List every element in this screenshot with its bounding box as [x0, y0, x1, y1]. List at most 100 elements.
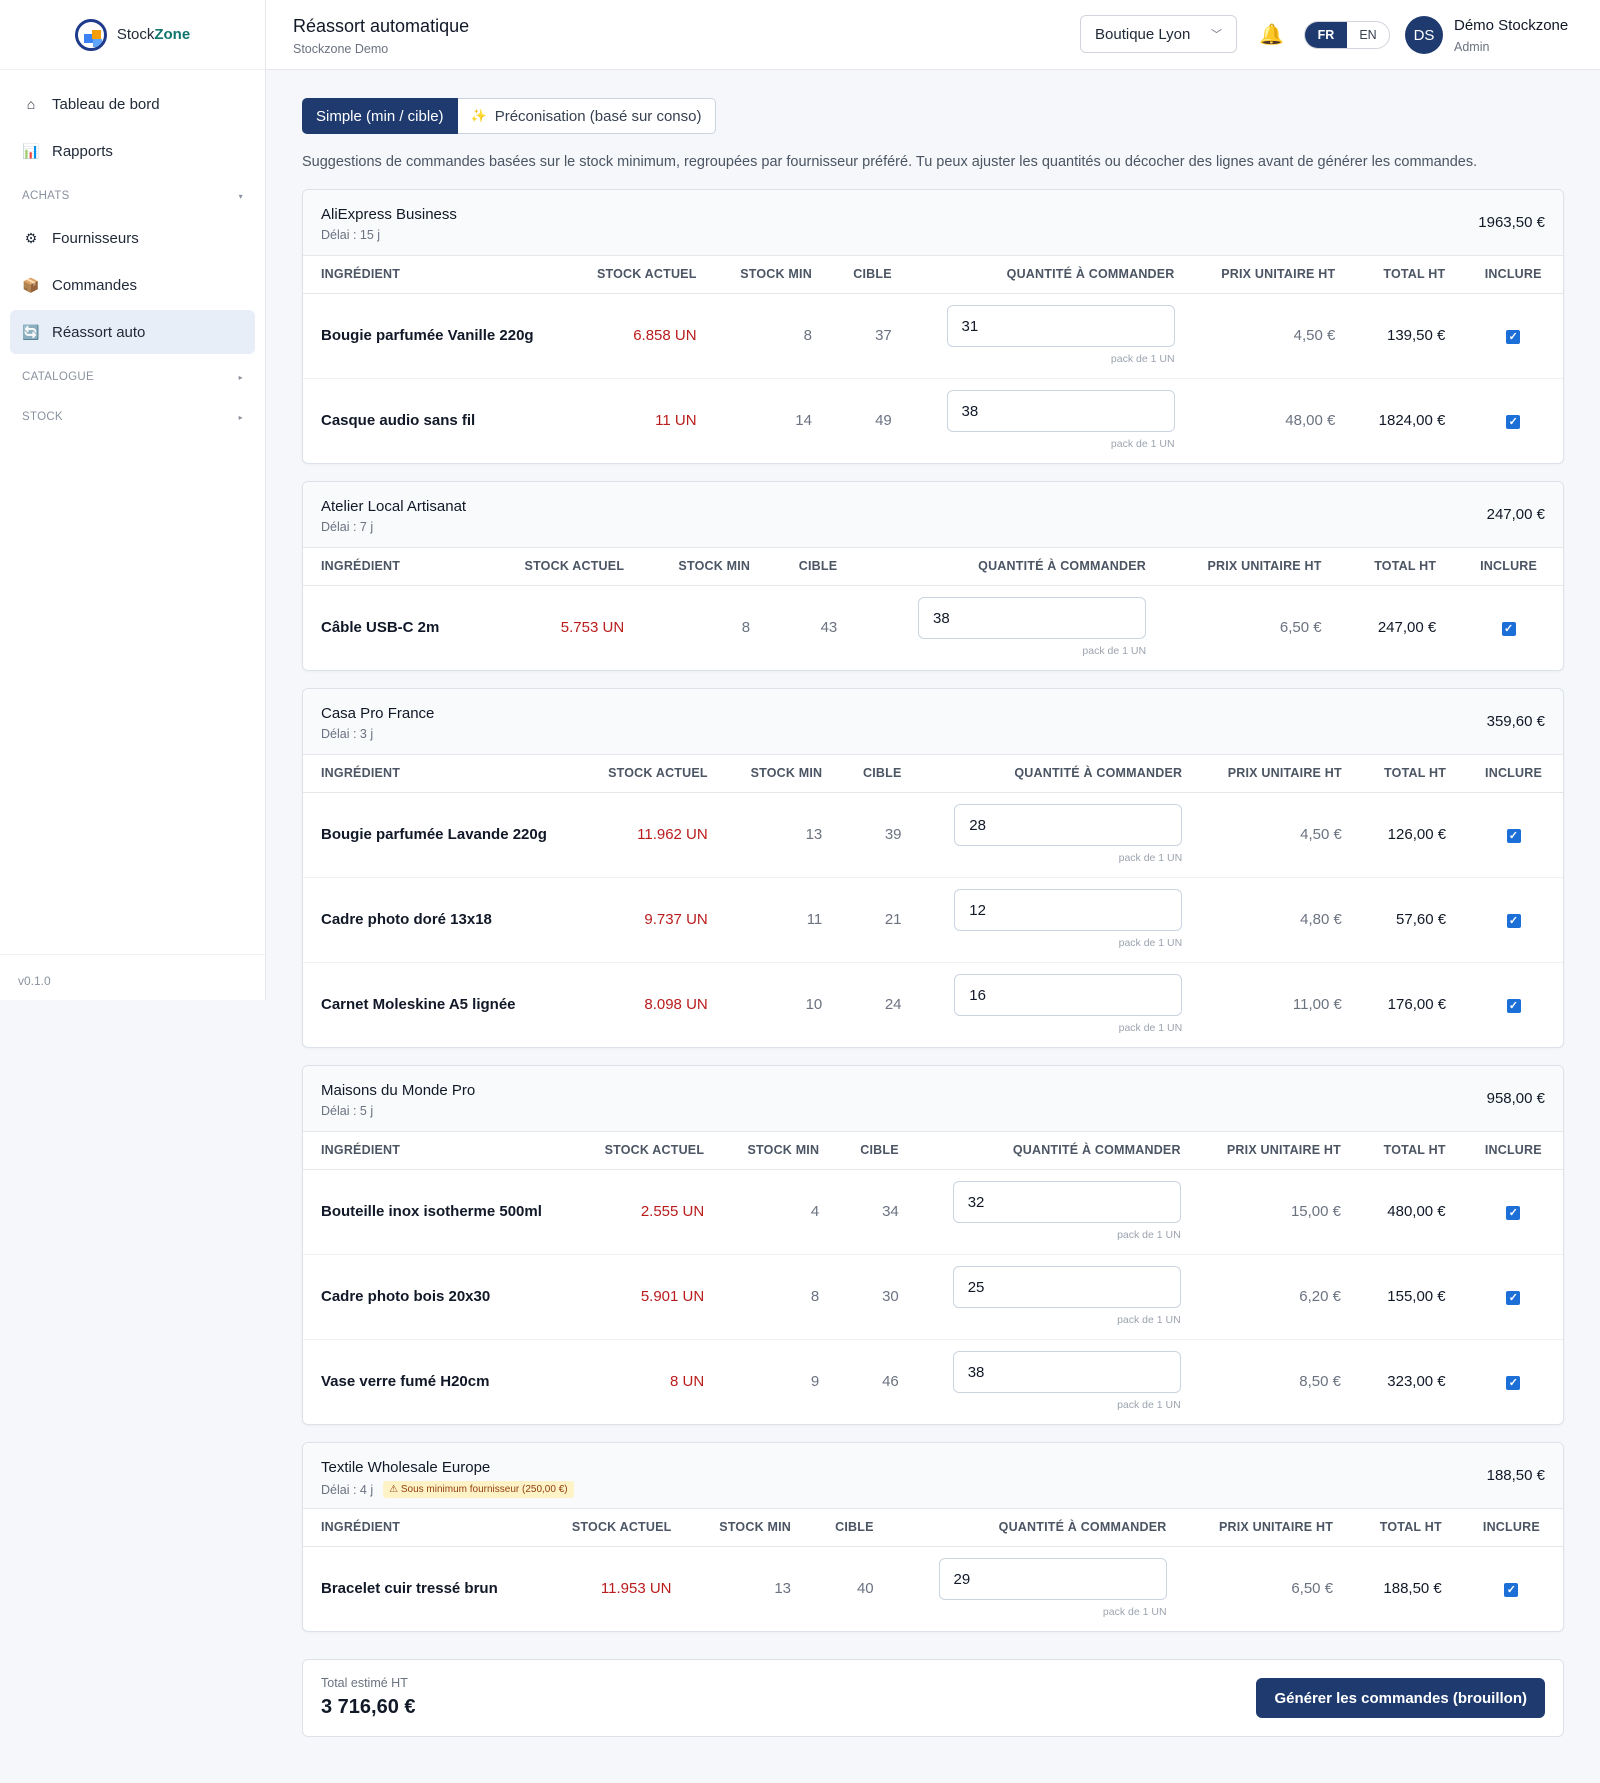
include-checkbox[interactable]: ✓ — [1506, 913, 1521, 928]
sidebar-item-r-assort-auto[interactable]: 🔄 Réassort auto — [10, 310, 255, 354]
include-checkbox[interactable]: ✓ — [1506, 1375, 1521, 1390]
order-lines-table: INGRÉDIENT STOCK ACTUEL STOCK MIN CIBLE QUAN… — [303, 755, 1563, 1047]
refresh-icon: 🔄 — [22, 323, 40, 340]
estimated-total-value: 3 716,60 € — [321, 1696, 416, 1718]
quantity-input[interactable] — [954, 974, 1183, 1017]
current-stock: 8 UN — [670, 1373, 705, 1391]
quantity-input[interactable] — [946, 390, 1175, 433]
sidebar-section-stock[interactable]: STOCK ▸ — [10, 397, 255, 437]
quantity-wrapper: pack de 1 UN — [952, 1351, 1181, 1411]
quantity-input[interactable] — [954, 889, 1183, 931]
logo-text-prefix: Stock — [116, 26, 155, 43]
pack-size-hint: pack de 1 UN — [1117, 1314, 1181, 1326]
quantity-input[interactable] — [954, 804, 1183, 846]
item-name: Casque audio sans fil — [321, 412, 476, 430]
include-cell: ✓ — [1464, 877, 1563, 963]
caret-right-icon: ▸ — [238, 372, 243, 382]
table-row: Casque audio sans fil 11 UN 14 49 pack de 1 … — [303, 378, 1563, 463]
line-total: 247,00 € — [1377, 619, 1437, 637]
quantity-input[interactable] — [952, 1266, 1181, 1308]
current-stock: 11.962 UN — [581, 792, 726, 878]
store-select[interactable]: Boutique Lyon ﹀ — [1080, 15, 1237, 53]
column-header-total: TOTAL HT — [1339, 548, 1455, 586]
table-header-row: INGRÉDIENT STOCK ACTUEL STOCK MIN CIBLE QUAN… — [303, 1132, 1563, 1170]
quantity-wrapper: pack de 1 UN — [954, 889, 1183, 949]
column-header-include: INCLURE — [1459, 1509, 1563, 1547]
sidebar-section-catalogue[interactable]: CATALOGUE ▸ — [10, 357, 255, 397]
supplier-card: Textile Wholesale Europe Délai : 4 j ⚠ Sou… — [302, 1442, 1564, 1632]
column-header-include: INCLURE — [1464, 755, 1563, 793]
supplier-total: 359,60 € — [1486, 713, 1545, 730]
include-cell: ✓ — [1464, 792, 1563, 878]
include-checkbox[interactable]: ✓ — [1506, 414, 1521, 429]
logo-text-suffix: Zone — [154, 26, 191, 43]
column-header-ingredient: INGRÉDIENT — [303, 755, 582, 793]
column-header-target: CIBLE — [840, 755, 920, 793]
supplier-header: Casa Pro France Délai : 3 j 359,60 € — [303, 689, 1563, 755]
supplier-card: Atelier Local Artisanat Délai : 7 j 247,00… — [302, 481, 1564, 671]
minimum-warning-badge: ⚠ Sous minimum fournisseur (250,00 €) — [383, 1481, 574, 1498]
generate-orders-button[interactable]: Générer les commandes (brouillon) — [1256, 1678, 1545, 1718]
include-checkbox[interactable]: ✓ — [1501, 621, 1516, 636]
lang-en-button[interactable]: EN — [1359, 28, 1377, 42]
include-cell: ✓ — [1463, 1169, 1563, 1255]
store-select-value: Boutique Lyon — [1095, 25, 1191, 43]
target-stock: 49 — [875, 412, 892, 430]
mode-advanced-label: Préconisation (basé sur conso) — [494, 107, 702, 125]
line-total: 126,00 € — [1359, 792, 1465, 878]
include-checkbox[interactable]: ✓ — [1506, 1205, 1521, 1220]
unit-price: 8,50 € — [1299, 1373, 1341, 1391]
chevron-down-icon: ﹀ — [1211, 29, 1222, 41]
sidebar-item-fournisseurs[interactable]: ⚙ Fournisseurs — [10, 216, 255, 260]
min-stock: 13 — [725, 792, 841, 878]
supplier-name: Textile Wholesale Europe — [321, 1459, 491, 1476]
column-header-qty: QUANTITÉ À COMMANDER — [916, 1132, 1199, 1170]
supplier-header: Atelier Local Artisanat Délai : 7 j 247,00… — [303, 482, 1563, 548]
include-cell: ✓ — [1463, 1254, 1563, 1340]
column-header-stock: STOCK ACTUEL — [581, 755, 726, 793]
include-checkbox[interactable]: ✓ — [1506, 1290, 1521, 1305]
lang-fr-button[interactable]: FR — [1305, 22, 1347, 48]
order-lines-table: INGRÉDIENT STOCK ACTUEL STOCK MIN CIBLE QUAN… — [303, 1132, 1563, 1424]
quantity-input[interactable] — [946, 305, 1175, 347]
logo[interactable]: StockZone — [0, 0, 265, 70]
mode-simple-button[interactable]: Simple (min / cible) — [302, 98, 458, 134]
column-header-ingredient: INGRÉDIENT — [303, 1509, 540, 1547]
quantity-input[interactable] — [918, 597, 1147, 640]
quantity-input[interactable] — [952, 1181, 1181, 1223]
quantity-input[interactable] — [938, 1558, 1167, 1601]
sidebar-section-achats[interactable]: ACHATS ▾ — [10, 176, 255, 216]
mode-advanced-button[interactable]: ✨ Préconisation (basé sur conso) — [457, 98, 716, 134]
include-checkbox[interactable]: ✓ — [1504, 1582, 1519, 1597]
summary-bar: Total estimé HT 3 716,60 € Générer les c… — [302, 1659, 1564, 1737]
quantity-input[interactable] — [952, 1351, 1181, 1394]
sidebar-item-commandes[interactable]: 📦 Commandes — [10, 263, 255, 307]
column-header-include: INCLURE — [1463, 256, 1563, 294]
column-header-total: TOTAL HT — [1359, 755, 1465, 793]
quantity-cell: pack de 1 UN — [919, 877, 1201, 963]
column-header-min: STOCK MIN — [714, 256, 830, 294]
include-checkbox[interactable]: ✓ — [1506, 828, 1521, 843]
pack-size-hint: pack de 1 UN — [1118, 852, 1183, 864]
quantity-wrapper: pack de 1 UN — [938, 1558, 1167, 1618]
target-stock: 24 — [884, 996, 902, 1014]
column-header-min: STOCK MIN — [689, 1509, 809, 1547]
supplier-header: Textile Wholesale Europe Délai : 4 j ⚠ Sou… — [303, 1443, 1563, 1509]
item-name: Cadre photo doré 13x18 — [303, 877, 582, 963]
item-name: Bracelet cuir tressé brun — [321, 1580, 498, 1598]
unit-price: 6,50 € — [1279, 619, 1322, 637]
sidebar-item-rapports[interactable]: 📊 Rapports — [10, 129, 255, 173]
page-title: Réassort automatique — [293, 16, 470, 36]
avatar[interactable]: DS — [1405, 16, 1443, 54]
app-version: v0.1.0 — [18, 974, 51, 988]
bell-icon[interactable]: 🔔 — [1259, 24, 1284, 46]
include-checkbox[interactable]: ✓ — [1506, 329, 1521, 344]
table-header-row: INGRÉDIENT STOCK ACTUEL STOCK MIN CIBLE QUAN… — [303, 548, 1563, 586]
sidebar-item-tableau-de-bord[interactable]: ⌂ Tableau de bord — [10, 82, 255, 126]
table-row: Carnet Moleskine A5 lignée 8.098 UN 10 24 pa… — [303, 962, 1563, 1047]
supplier-delay: Délai : 4 j — [321, 1482, 374, 1497]
item-name: Bougie parfumée Lavande 220g — [303, 792, 582, 878]
include-checkbox[interactable]: ✓ — [1506, 998, 1521, 1013]
current-stock: 2.555 UN — [577, 1169, 723, 1255]
supplier-delay-row: Délai : 15 j — [321, 228, 380, 242]
